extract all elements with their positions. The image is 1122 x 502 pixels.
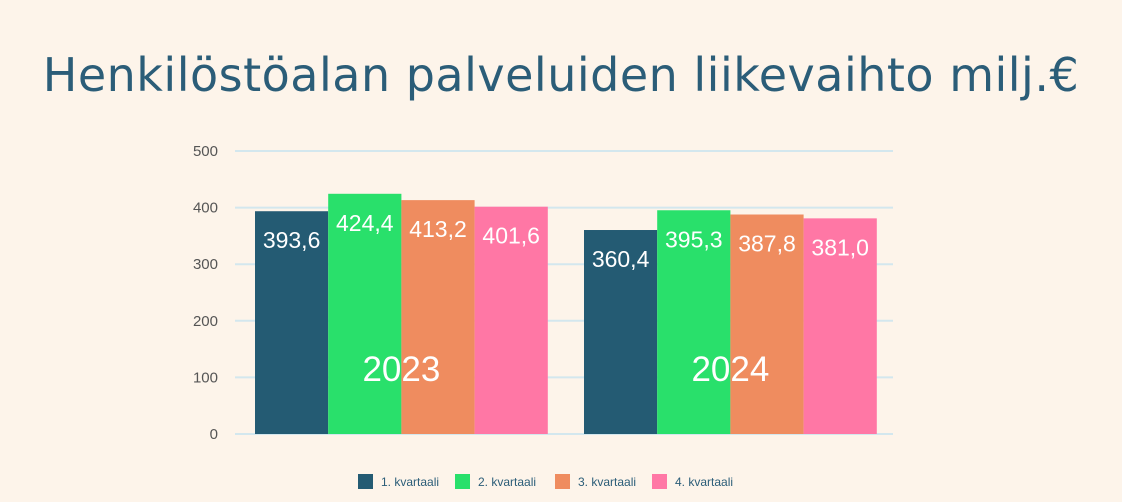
legend-label-q2: 2. kvartaali — [478, 475, 536, 489]
bar-2024-q1 — [584, 230, 658, 434]
bar-value-label-2023-q4: 401,6 — [482, 223, 540, 249]
legend-label-q3: 3. kvartaali — [578, 475, 636, 489]
bar-2023-q3 — [401, 200, 475, 434]
y-tick-label-300: 300 — [193, 256, 218, 273]
y-tick-label-500: 500 — [193, 143, 218, 160]
bar-value-label-2023-q2: 424,4 — [336, 210, 394, 236]
bar-value-label-2024-q4: 381,0 — [811, 234, 869, 260]
bar-2024-q4 — [803, 218, 877, 434]
bar-2023-q4 — [474, 206, 548, 434]
bar-2024-q2 — [657, 210, 731, 434]
y-tick-label-0: 0 — [210, 426, 218, 443]
legend: 1. kvartaali 2. kvartaali 3. kvartaali 4. k… — [358, 474, 733, 489]
y-tick-label-100: 100 — [193, 369, 218, 386]
bar-value-label-2024-q2: 395,3 — [665, 226, 723, 252]
y-axis: 0 100 200 300 400 500 — [193, 143, 218, 443]
bar-2023-q2 — [328, 193, 402, 434]
bar-value-label-2024-q1: 360,4 — [592, 246, 650, 272]
legend-swatch-q1 — [358, 474, 373, 489]
legend-swatch-q3 — [555, 474, 570, 489]
y-tick-label-200: 200 — [193, 313, 218, 330]
legend-swatch-q2 — [455, 474, 470, 489]
bar-value-label-2023-q1: 393,6 — [263, 227, 321, 253]
legend-swatch-q4 — [652, 474, 667, 489]
bar-value-label-2024-q3: 387,8 — [738, 231, 796, 257]
legend-label-q4: 4. kvartaali — [675, 475, 733, 489]
bar-2024-q3 — [730, 214, 804, 434]
chart-title: Henkilöstöalan palveluiden liikevaihto m… — [42, 48, 1080, 102]
category-label-2023: 2023 — [362, 350, 440, 389]
legend-label-q1: 1. kvartaali — [381, 475, 439, 489]
y-tick-label-400: 400 — [193, 200, 218, 217]
bar-2023-q1 — [255, 211, 329, 434]
bar-value-label-2023-q3: 413,2 — [409, 216, 467, 242]
bars: 393,6 424,4 413,2 401,6 2023 360,4 395,3 387,8 3… — [255, 193, 877, 434]
category-label-2024: 2024 — [691, 350, 769, 389]
